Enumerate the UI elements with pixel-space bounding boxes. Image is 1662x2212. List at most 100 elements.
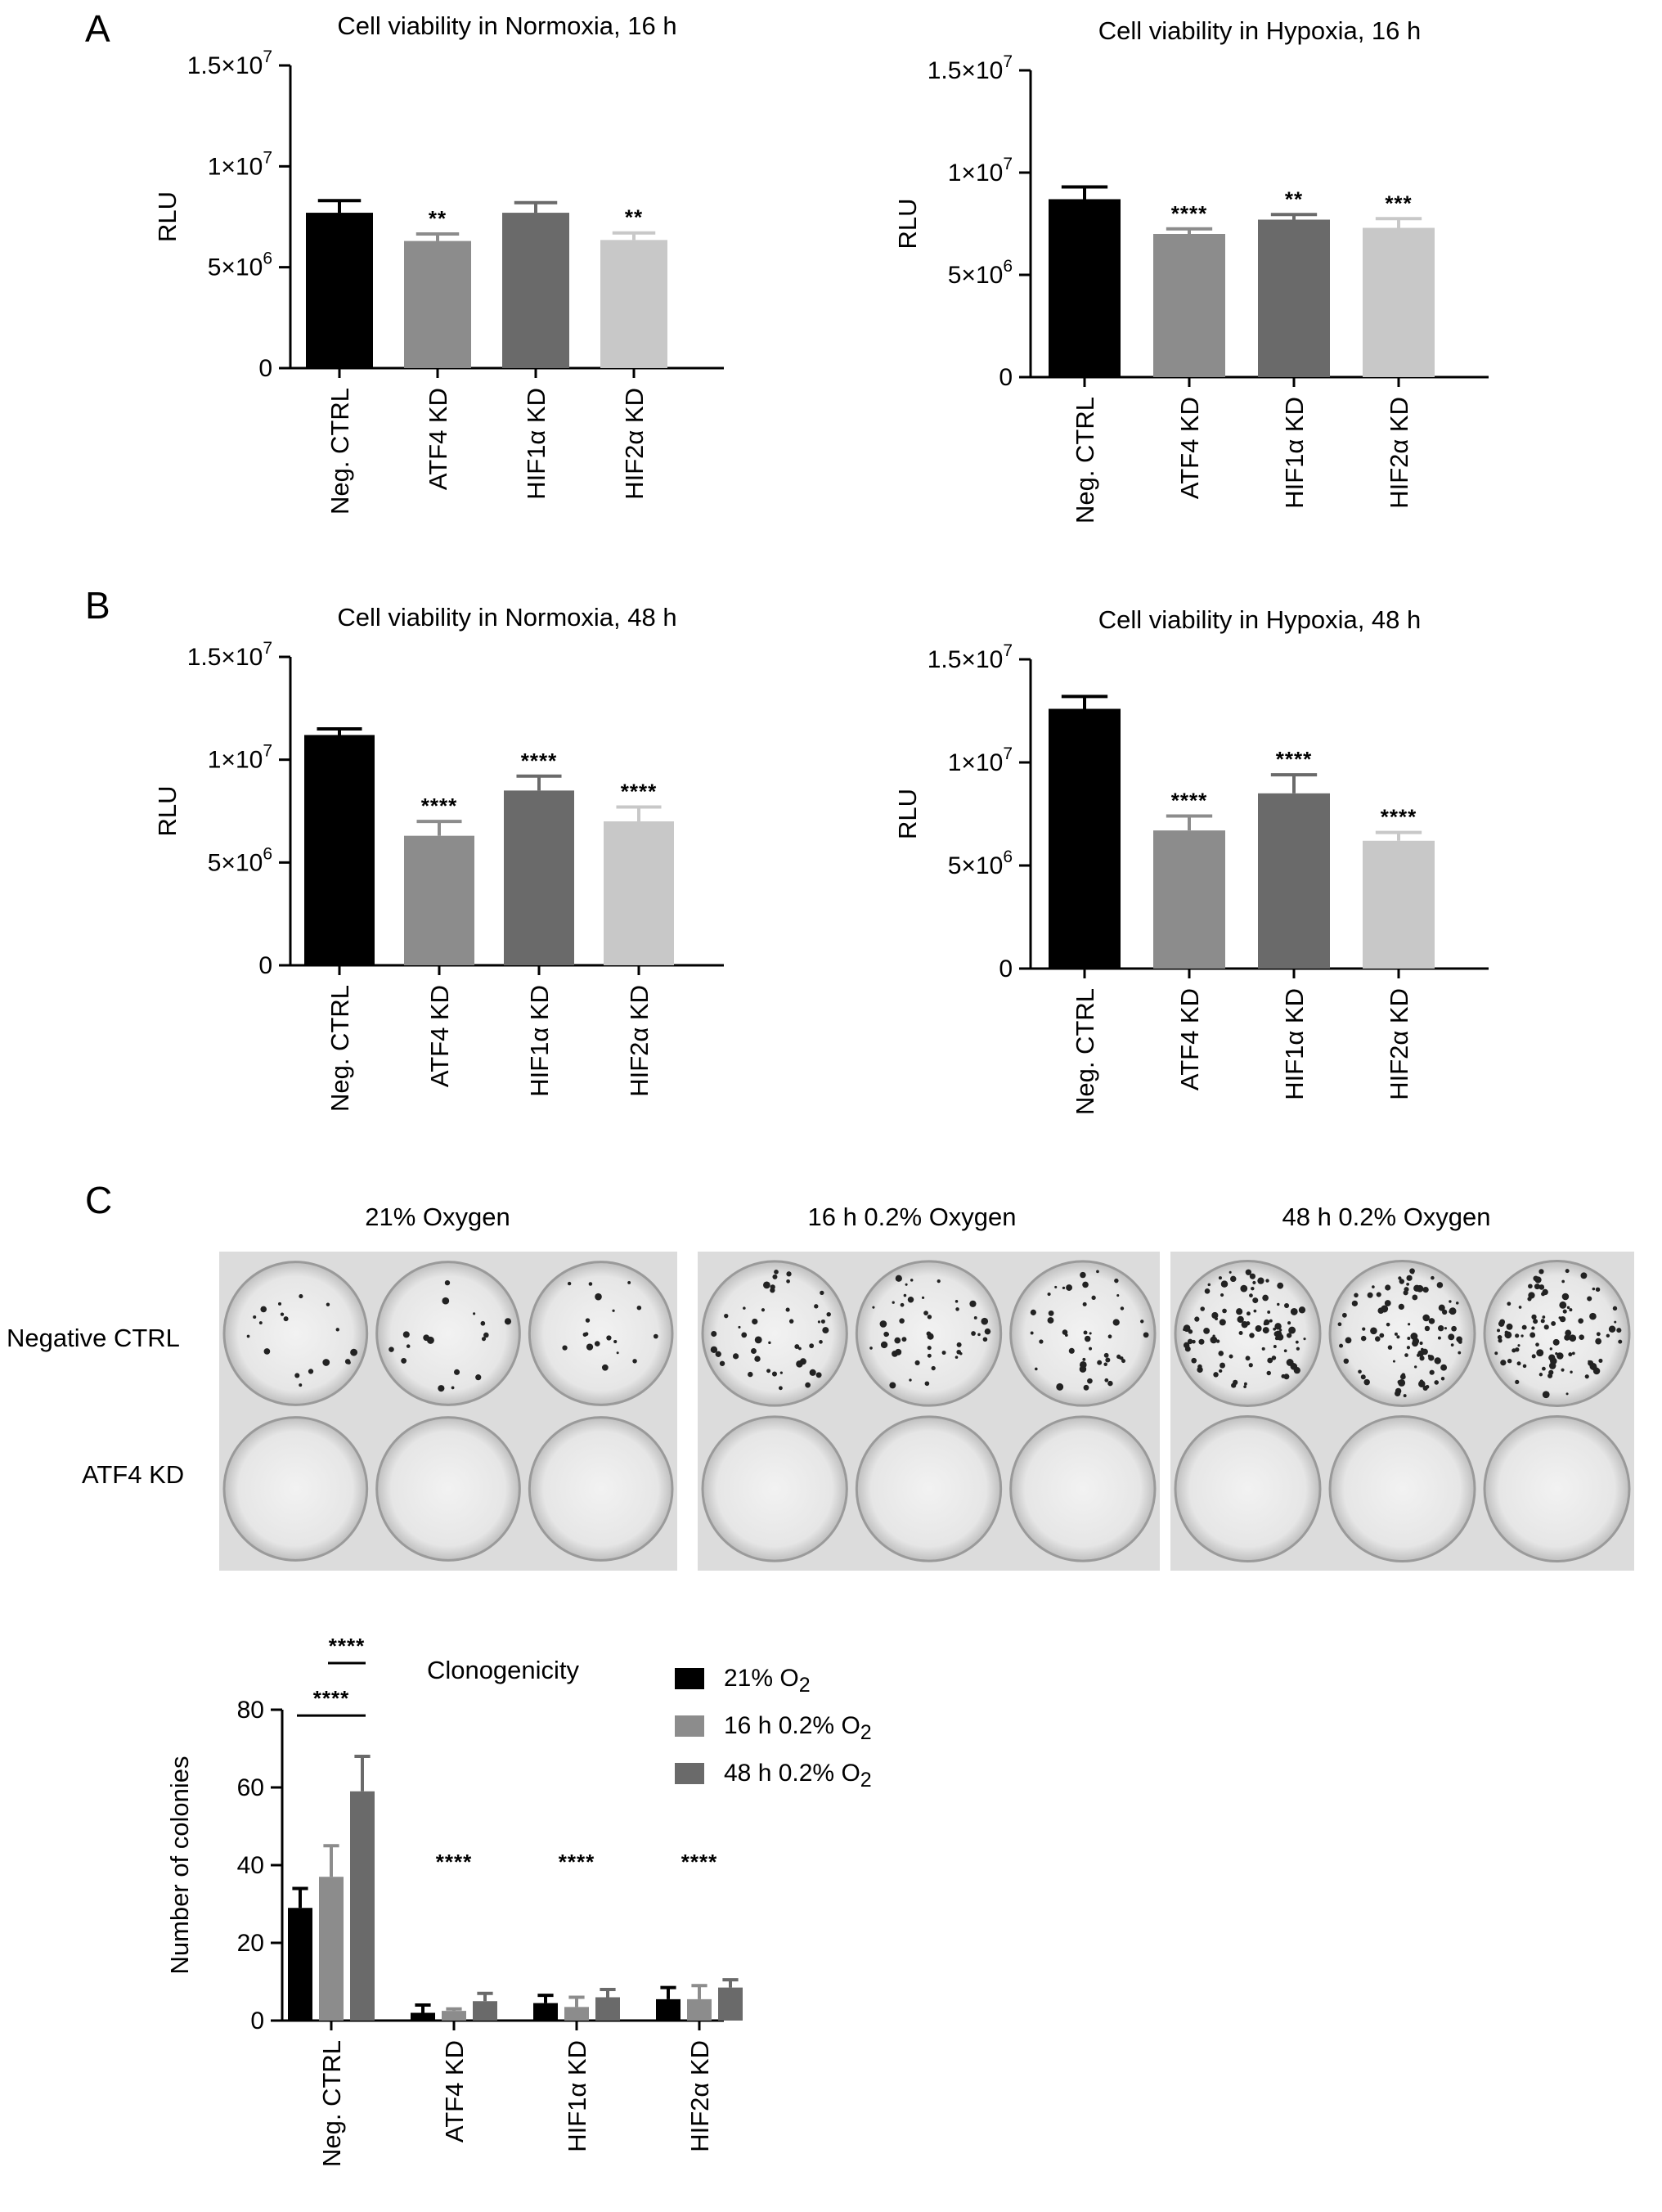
- y-axis-label: RLU: [153, 191, 182, 242]
- colony-dot: [653, 1333, 658, 1339]
- colony-dot: [1219, 1319, 1226, 1326]
- colony-dot: [1428, 1355, 1435, 1361]
- bar-atf4-kd-48-h-0-2-o2: [473, 2001, 497, 2021]
- category-label-hif2-kd: HIF2α KD: [1385, 988, 1413, 1100]
- colony-dot: [941, 1351, 946, 1356]
- y-tick-label: 5×106: [948, 257, 1013, 289]
- bar-atf4-kd: [1153, 830, 1225, 969]
- colony-dot: [1274, 1323, 1282, 1330]
- colony-dot: [1515, 1333, 1520, 1338]
- colony-dot: [1566, 1306, 1570, 1310]
- colony-dot: [1394, 1332, 1398, 1336]
- colony-dot: [1249, 1293, 1253, 1298]
- bar-hif2-kd-48-h-0-2-o2-error-bar: [722, 1978, 739, 1988]
- colony-dot: [762, 1281, 770, 1289]
- significance-label: ****: [1171, 201, 1207, 226]
- photo-title-16h-oxygen: 16 h 0.2% Oxygen: [807, 1203, 1017, 1231]
- colony-dot: [1367, 1292, 1373, 1298]
- y-tick-label: 60: [237, 1774, 264, 1801]
- colony-dot: [1395, 1390, 1401, 1397]
- bar-atf4-kd: [1153, 234, 1225, 377]
- significance-label: ****: [1381, 805, 1417, 830]
- colony-dot: [927, 1315, 932, 1320]
- colony-dot: [1579, 1334, 1584, 1340]
- colony-dot: [1587, 1296, 1592, 1302]
- colony-dot: [1541, 1292, 1546, 1297]
- colony-dot: [1549, 1347, 1552, 1351]
- colony-dot: [1440, 1364, 1448, 1371]
- bar-atf4-kd-16-h-0-2-o2: [442, 2011, 466, 2021]
- bar-hif1-kd-48-h-0-2-o2-error-bar: [600, 1988, 616, 1998]
- significance-label: ****: [621, 779, 657, 803]
- colony-dot: [1424, 1317, 1429, 1321]
- legend-label-16h-o2: 16 h 0.2% O: [724, 1712, 860, 1739]
- colony-dot: [1385, 1284, 1391, 1291]
- bar-atf4-kd-48-h-0-2-o2-error-bar: [477, 1991, 493, 2002]
- colony-dot: [1257, 1277, 1264, 1284]
- y-tick-label: 0: [258, 355, 272, 382]
- colony-dot: [901, 1337, 907, 1342]
- colony-dot: [1273, 1345, 1277, 1348]
- colony-dot: [1507, 1302, 1512, 1306]
- category-label-atf4-kd: ATF4 KD: [1175, 397, 1204, 499]
- y-tick-label: 5×106: [208, 250, 272, 281]
- colony-dot: [1079, 1365, 1087, 1373]
- colony-dot: [1449, 1307, 1457, 1315]
- bar-hif2-kd-21-o2: [656, 1998, 681, 2021]
- colony-dot: [1541, 1366, 1546, 1371]
- plate-well: [375, 1416, 521, 1562]
- colony-dot: [880, 1341, 888, 1349]
- colony-dot: [278, 1302, 282, 1306]
- colony-dot: [1237, 1315, 1244, 1324]
- colony-dot: [1096, 1270, 1099, 1274]
- colony-dot: [1192, 1339, 1196, 1344]
- colony-dot: [1527, 1297, 1532, 1302]
- chart-svg-b-hypoxia: Cell viability in Hypoxia, 48 h RLU 0 5×106…: [893, 605, 1489, 1115]
- colony-dot: [771, 1371, 777, 1377]
- colony-dot: [879, 1320, 887, 1328]
- colony-dot: [1568, 1352, 1573, 1357]
- colony-dot: [969, 1300, 977, 1307]
- colony-dot: [1360, 1335, 1367, 1342]
- bar-hif1-kd: [1258, 219, 1330, 377]
- colony-dot: [1215, 1339, 1220, 1343]
- colony-dot: [1449, 1300, 1452, 1303]
- colony-dot: [924, 1381, 930, 1387]
- significance-label: ****: [1171, 789, 1207, 813]
- panel-letter-b: B: [85, 584, 110, 627]
- legend-sub-48h-o2: 2: [860, 1769, 872, 1792]
- y-axis-label: Number of colonies: [165, 1756, 194, 1974]
- colony-dot: [1548, 1362, 1556, 1369]
- colony-dot: [1376, 1292, 1381, 1297]
- bar-neg-ctrl-error-bar: [1061, 185, 1108, 200]
- colony-dot: [905, 1283, 908, 1286]
- colony-dot: [1341, 1312, 1347, 1318]
- colony-dot: [1116, 1294, 1120, 1297]
- colony-dot: [1406, 1282, 1410, 1286]
- colony-dot: [1264, 1319, 1270, 1326]
- chart-svg-b-normoxia: Cell viability in Normoxia, 48 h RLU 0 5×10…: [153, 603, 724, 1112]
- colony-dot: [326, 1302, 330, 1306]
- colony-dot: [263, 1348, 271, 1355]
- colony-dot: [724, 1313, 729, 1319]
- colony-dot: [1431, 1275, 1435, 1280]
- colony-dot: [1337, 1322, 1342, 1327]
- colony-dot: [1220, 1362, 1226, 1369]
- colony-dot: [1121, 1359, 1126, 1364]
- colony-dot: [1500, 1360, 1507, 1366]
- bar-hif2-kd: [1363, 840, 1435, 969]
- colony-dot: [582, 1332, 587, 1338]
- colony-dot: [1279, 1329, 1282, 1332]
- colony-dot: [766, 1369, 771, 1374]
- colony-dot: [1030, 1309, 1036, 1315]
- bar-atf4-kd: [404, 835, 474, 965]
- colony-dot: [1533, 1275, 1539, 1282]
- colony-dot: [1512, 1348, 1516, 1353]
- chart-title: Cell viability in Hypoxia, 48 h: [1098, 605, 1422, 634]
- colony-dot: [562, 1345, 568, 1351]
- chart-legend: 21% O2 16 h 0.2% O2 48 h 0.2% O2: [675, 1665, 953, 1796]
- colony-dot: [1339, 1343, 1344, 1348]
- plate-well: [528, 1416, 674, 1562]
- plate-well: [855, 1415, 1003, 1562]
- bar-neg-ctrl-16-h-0-2-o2-error-bar: [323, 1844, 339, 1877]
